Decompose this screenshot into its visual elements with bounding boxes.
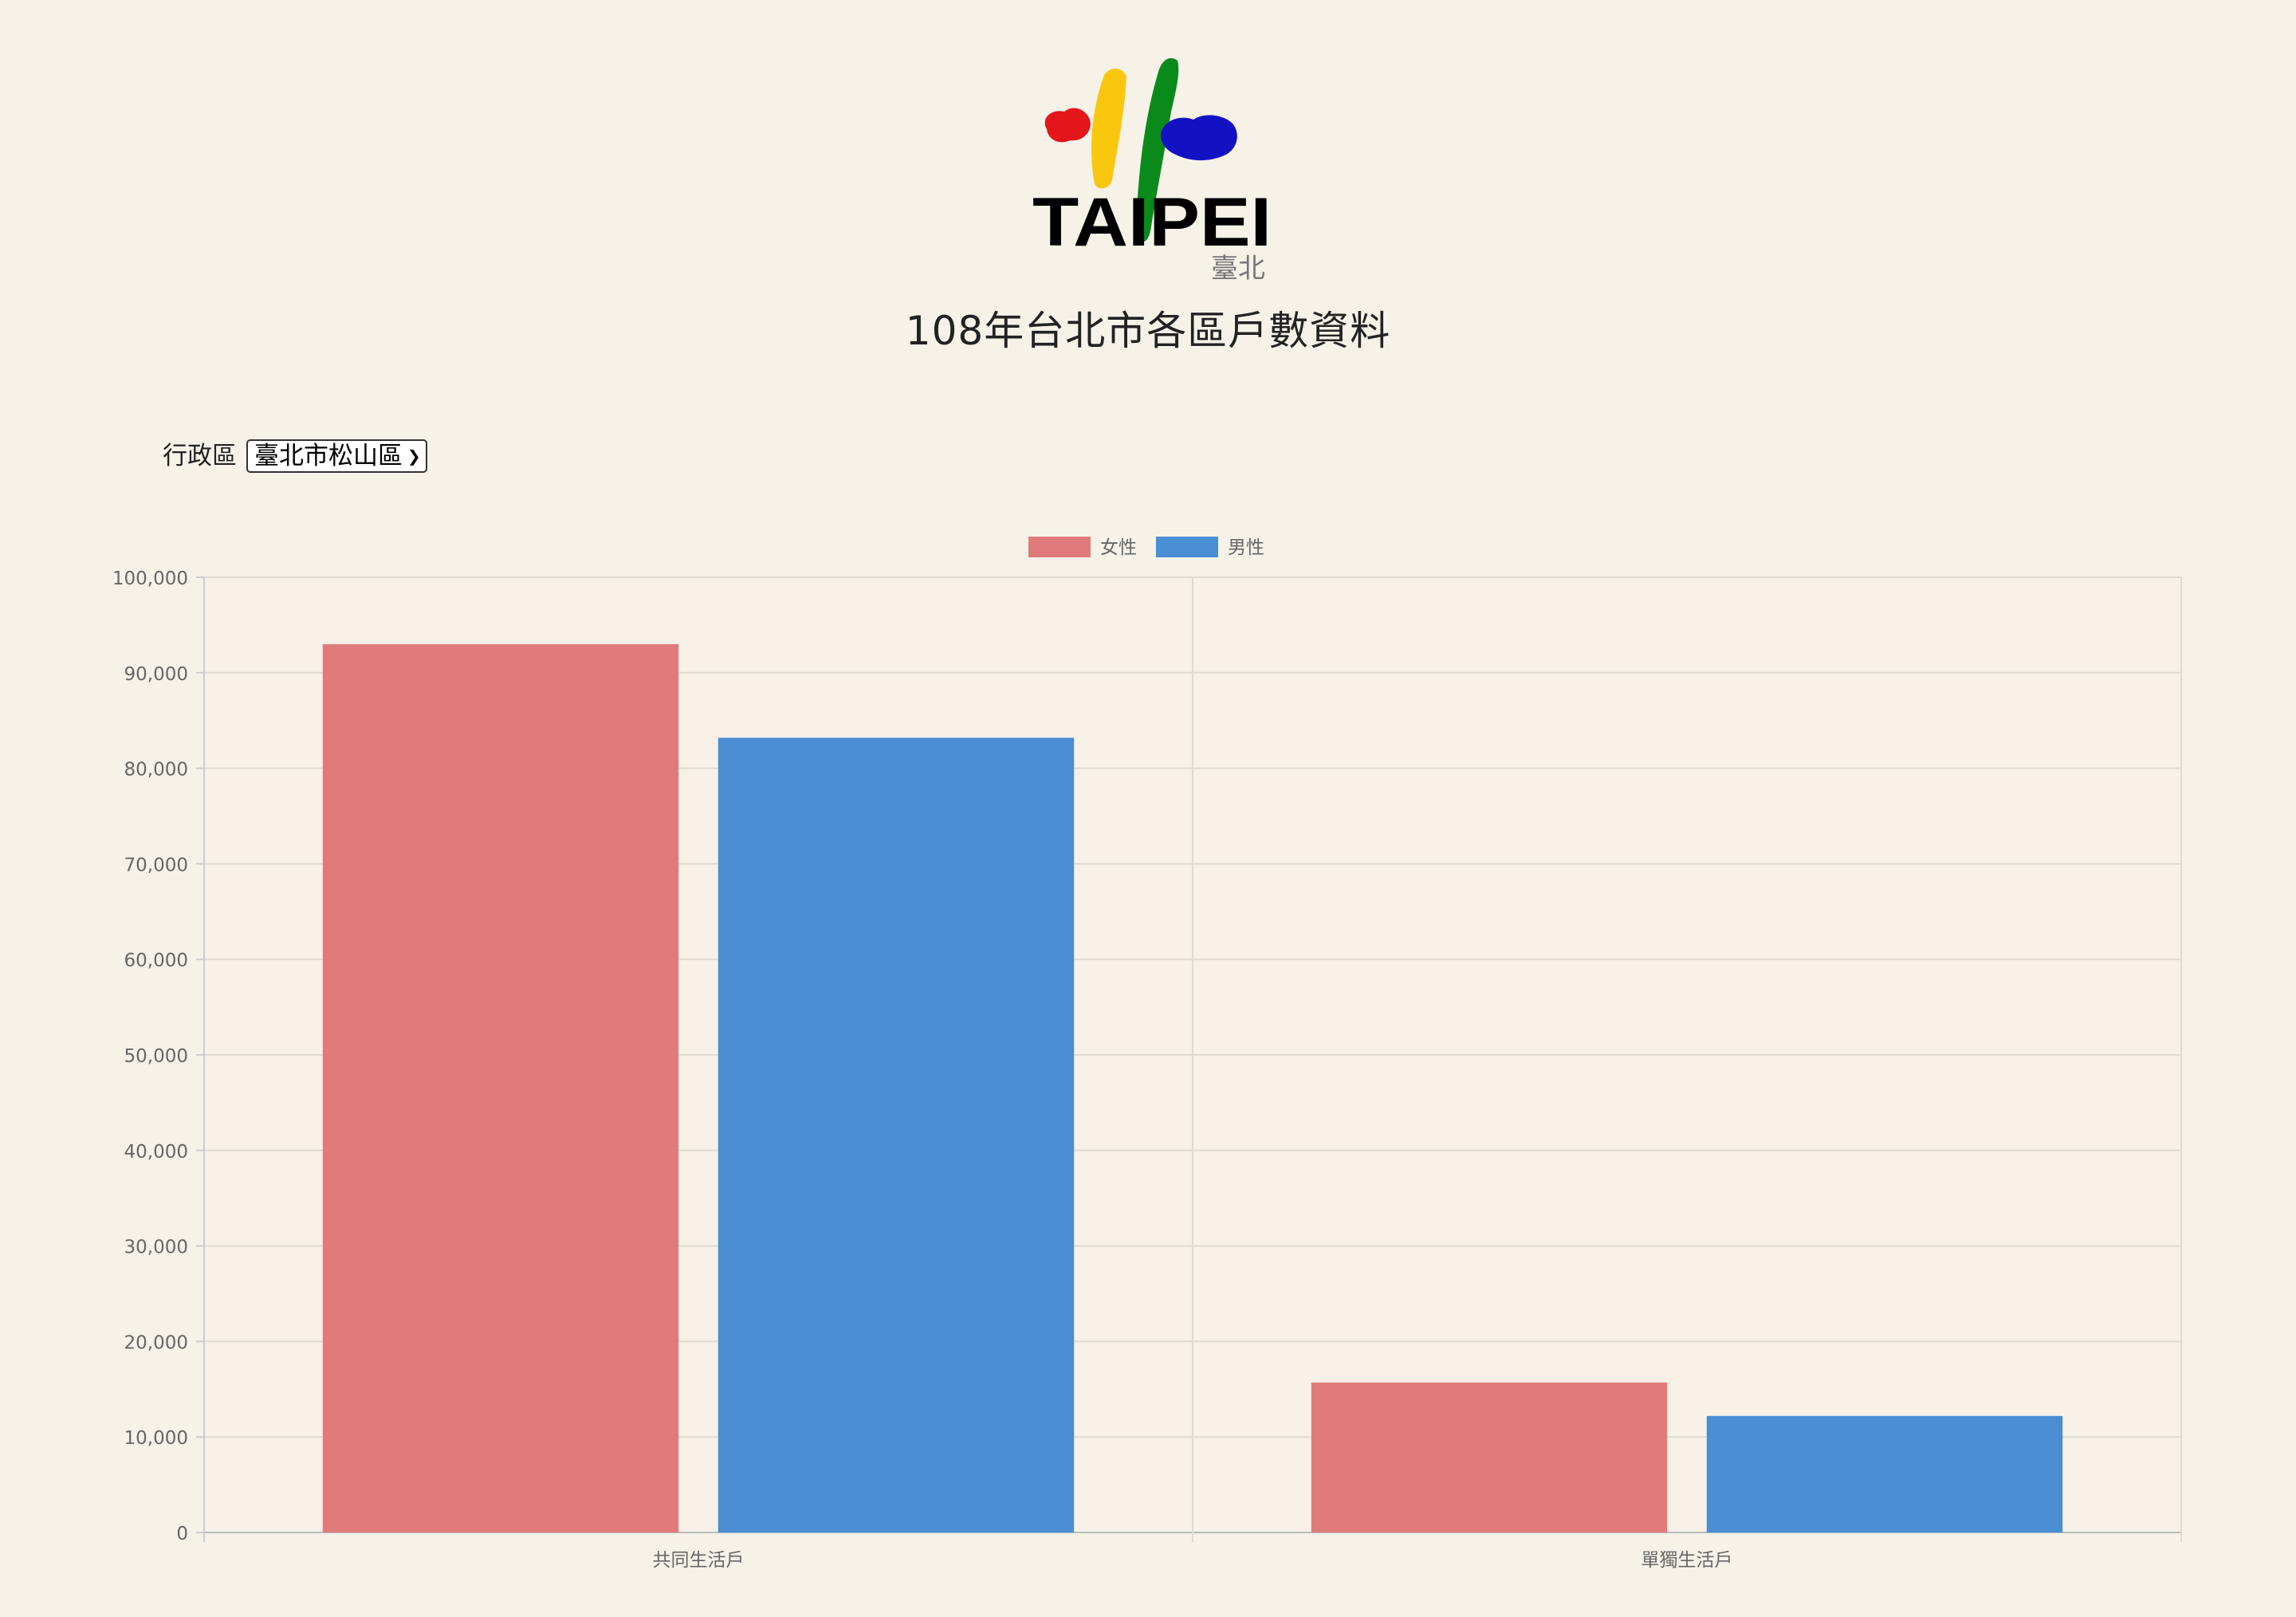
- y-tick-label: 20,000: [124, 1332, 188, 1353]
- logo-yellow-stroke: [1091, 68, 1126, 189]
- bar: [1706, 1415, 2063, 1532]
- bar-chart: 0 10,000 20,000 30,000 40,000 50,000 60,000 70,…: [112, 537, 2182, 1571]
- logo-green-stroke: [1136, 57, 1179, 242]
- district-filter: 行政區 臺北市松山區 ❯: [163, 439, 427, 474]
- legend-swatch: [1028, 537, 1091, 557]
- logo-sub: 臺北: [1211, 253, 1265, 285]
- y-tick-label: 100,000: [112, 569, 188, 589]
- y-tick-label: 50,000: [124, 1046, 188, 1067]
- logo-blue-stroke: [1160, 115, 1237, 161]
- x-tick-label: 單獨生活戶: [1641, 1550, 1733, 1571]
- bar: [718, 738, 1075, 1532]
- y-tick-label: 70,000: [124, 855, 188, 875]
- legend-swatch: [1156, 537, 1218, 557]
- taipei-logo: TAIPEI 臺北: [1032, 57, 1272, 285]
- y-tick-label: 30,000: [124, 1237, 188, 1258]
- page-title: 108年台北市各區戶數資料: [905, 308, 1391, 354]
- logo-word: TAIPEI: [1032, 184, 1272, 261]
- legend-label: 男性: [1228, 537, 1264, 558]
- chevron-down-icon: ❯: [407, 447, 421, 466]
- district-filter-label: 行政區: [163, 442, 237, 470]
- y-tick-label: 10,000: [124, 1428, 188, 1449]
- logo-red-stroke: [1044, 108, 1091, 143]
- x-tick-label: 共同生活戶: [653, 1550, 745, 1571]
- district-select-value: 臺北市松山區: [254, 442, 403, 470]
- y-tick-label: 60,000: [124, 950, 188, 971]
- bar: [1311, 1382, 1668, 1532]
- legend-label: 女性: [1100, 537, 1137, 558]
- y-tick-label: 0: [176, 1524, 188, 1544]
- y-tick-label: 80,000: [124, 760, 188, 781]
- bar: [322, 643, 679, 1532]
- y-tick-label: 90,000: [124, 664, 188, 685]
- y-tick-label: 40,000: [124, 1142, 188, 1163]
- district-select[interactable]: 臺北市松山區 ❯: [246, 439, 427, 473]
